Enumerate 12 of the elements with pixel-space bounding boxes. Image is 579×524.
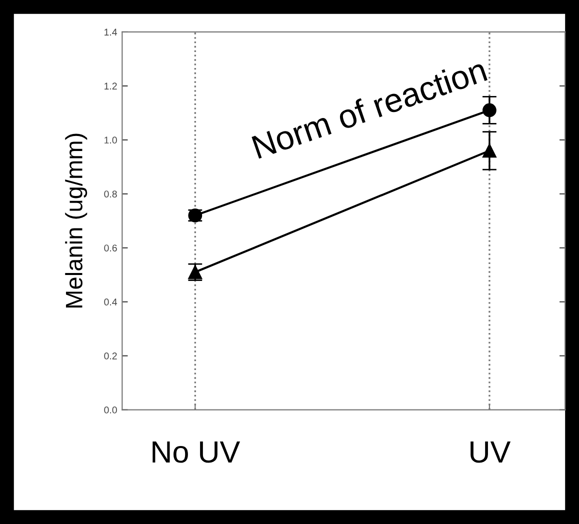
y-tick-label: 1.0 bbox=[104, 136, 117, 144]
y-tick-label: 0.4 bbox=[104, 298, 118, 306]
y-tick-label: 1.4 bbox=[104, 28, 118, 36]
y-tick-label: 0.2 bbox=[104, 352, 117, 360]
y-tick-label: 0.0 bbox=[104, 406, 117, 414]
x-tick-label: UV bbox=[470, 441, 511, 463]
annotation: Norm of reaction bbox=[251, 57, 488, 159]
y-tick-label: 0.8 bbox=[104, 190, 117, 198]
x-tick-label: No UV bbox=[152, 441, 240, 463]
y-tick-label: 1.2 bbox=[104, 82, 117, 90]
y-tick-label: 0.6 bbox=[104, 244, 117, 252]
y-axis-title: Melanin (ug/mm) bbox=[65, 134, 88, 308]
